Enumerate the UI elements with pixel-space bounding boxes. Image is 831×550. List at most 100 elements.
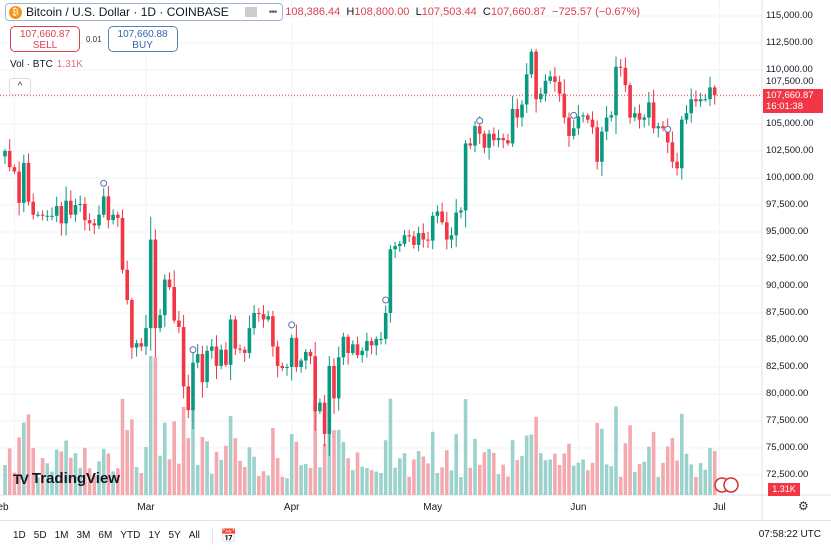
price-tick: 110,000.00	[766, 64, 813, 75]
candle-body	[463, 143, 468, 211]
volume-bar	[172, 421, 176, 495]
range-1m[interactable]: 1M	[54, 530, 69, 541]
range-ytd[interactable]: YTD	[120, 530, 141, 541]
current-price: 107,660.87	[766, 90, 814, 101]
volume-bar	[379, 472, 383, 495]
volume-bar	[567, 443, 571, 495]
volume-bar	[463, 399, 468, 495]
symbol-selector[interactable]: ₿ Bitcoin / U.S. Dollar · 1D · COINBASE …	[5, 3, 284, 21]
range-all[interactable]: All	[188, 530, 200, 541]
volume-bar	[571, 465, 576, 495]
volume-legend: Vol · BTC 1.31K	[10, 59, 83, 70]
event-marker-icon	[570, 111, 578, 119]
volume-bar	[628, 425, 632, 495]
time-tick: Feb	[0, 502, 9, 513]
volume-bar	[445, 450, 449, 495]
price-tick: 77,500.00	[766, 415, 809, 426]
range-6m[interactable]: 6M	[98, 530, 113, 541]
candle-body	[670, 142, 675, 162]
candle-body	[101, 196, 106, 215]
volume-bar	[257, 476, 261, 495]
range-1d[interactable]: 1D	[13, 530, 26, 541]
candle-body	[257, 313, 261, 315]
volume-bar	[167, 459, 172, 495]
buy-button[interactable]: 107,660.88 BUY	[107, 26, 178, 52]
candle-body	[473, 126, 477, 146]
range-buttons: 1D 5D 1M 3M 6M YTD 1Y 5Y All	[13, 530, 208, 541]
volume-bar	[7, 448, 12, 495]
volume-bar	[191, 408, 195, 495]
volume-bar	[205, 441, 209, 495]
candle-body	[346, 336, 350, 353]
volume-bar	[712, 451, 717, 495]
volume-bar	[177, 463, 181, 495]
volume-bar	[609, 466, 614, 495]
price-tick: 87,500.00	[766, 307, 809, 318]
volume-bar	[271, 427, 275, 495]
range-5y[interactable]: 5Y	[168, 530, 181, 541]
volume-bar	[144, 447, 148, 495]
volume-bar	[111, 471, 115, 495]
volume-legend-value: 1.31K	[56, 59, 83, 70]
volume-bar	[12, 472, 17, 495]
candle-body	[684, 113, 689, 120]
candle-body	[694, 99, 698, 102]
price-chart[interactable]	[0, 0, 831, 520]
candle-body	[26, 162, 31, 202]
sell-label: SELL	[32, 40, 58, 51]
event-marker-icon	[382, 296, 390, 304]
candle-body	[708, 87, 712, 100]
sell-price: 107,660.87	[19, 29, 71, 40]
volume-bar	[449, 470, 454, 495]
candle-body	[120, 217, 125, 270]
volume-bar	[430, 431, 435, 495]
volume-bar	[581, 459, 585, 495]
candle-body	[275, 346, 280, 366]
candle-body	[78, 203, 82, 205]
candle-body	[285, 367, 289, 369]
volume-bar	[163, 422, 167, 495]
volume-bar	[318, 467, 322, 495]
volume-bar	[689, 464, 693, 495]
volume-bar	[548, 459, 552, 495]
candle-body	[294, 337, 299, 367]
volume-bar	[346, 458, 350, 495]
candle-body	[543, 80, 548, 94]
go-to-date-icon[interactable]: 📅	[220, 527, 238, 543]
high-label: H	[346, 6, 355, 18]
symbol-title: Bitcoin / U.S. Dollar · 1D · COINBASE	[26, 5, 229, 19]
economic-event-icon	[723, 477, 739, 493]
volume-bar	[670, 438, 675, 495]
volume-bar	[261, 471, 266, 495]
candle-body	[233, 319, 238, 349]
range-1y[interactable]: 1Y	[148, 530, 161, 541]
range-3m[interactable]: 3M	[76, 530, 91, 541]
candle-body	[412, 236, 416, 245]
event-marker-icon	[476, 117, 484, 125]
volume-bar	[134, 466, 139, 495]
more-icon[interactable]: •••	[268, 6, 277, 18]
clock-timezone[interactable]: 07:58:22 UTC	[758, 529, 821, 540]
candle-body	[562, 93, 567, 118]
candle-body	[539, 93, 543, 100]
candle-body	[524, 74, 529, 105]
candle-body	[205, 350, 209, 383]
axis-settings-icon[interactable]: ⚙	[798, 499, 809, 513]
sell-button[interactable]: 107,660.87 SELL	[10, 26, 80, 52]
volume-bar	[54, 449, 59, 495]
volume-bar	[684, 453, 689, 495]
volume-bar	[125, 429, 129, 495]
volume-bar	[153, 357, 158, 495]
volume-bar	[219, 459, 223, 495]
candle-body	[130, 300, 134, 348]
candle-body	[341, 336, 346, 358]
volume-bar	[534, 416, 538, 495]
collapse-legend-button[interactable]: ^	[9, 78, 31, 95]
range-5d[interactable]: 5D	[33, 530, 47, 541]
candle-body	[125, 269, 129, 301]
volume-bar	[440, 467, 444, 495]
volume-bar	[412, 459, 416, 495]
volume-bar	[642, 461, 646, 495]
volume-bar	[637, 463, 642, 495]
volume-bar	[87, 468, 92, 495]
